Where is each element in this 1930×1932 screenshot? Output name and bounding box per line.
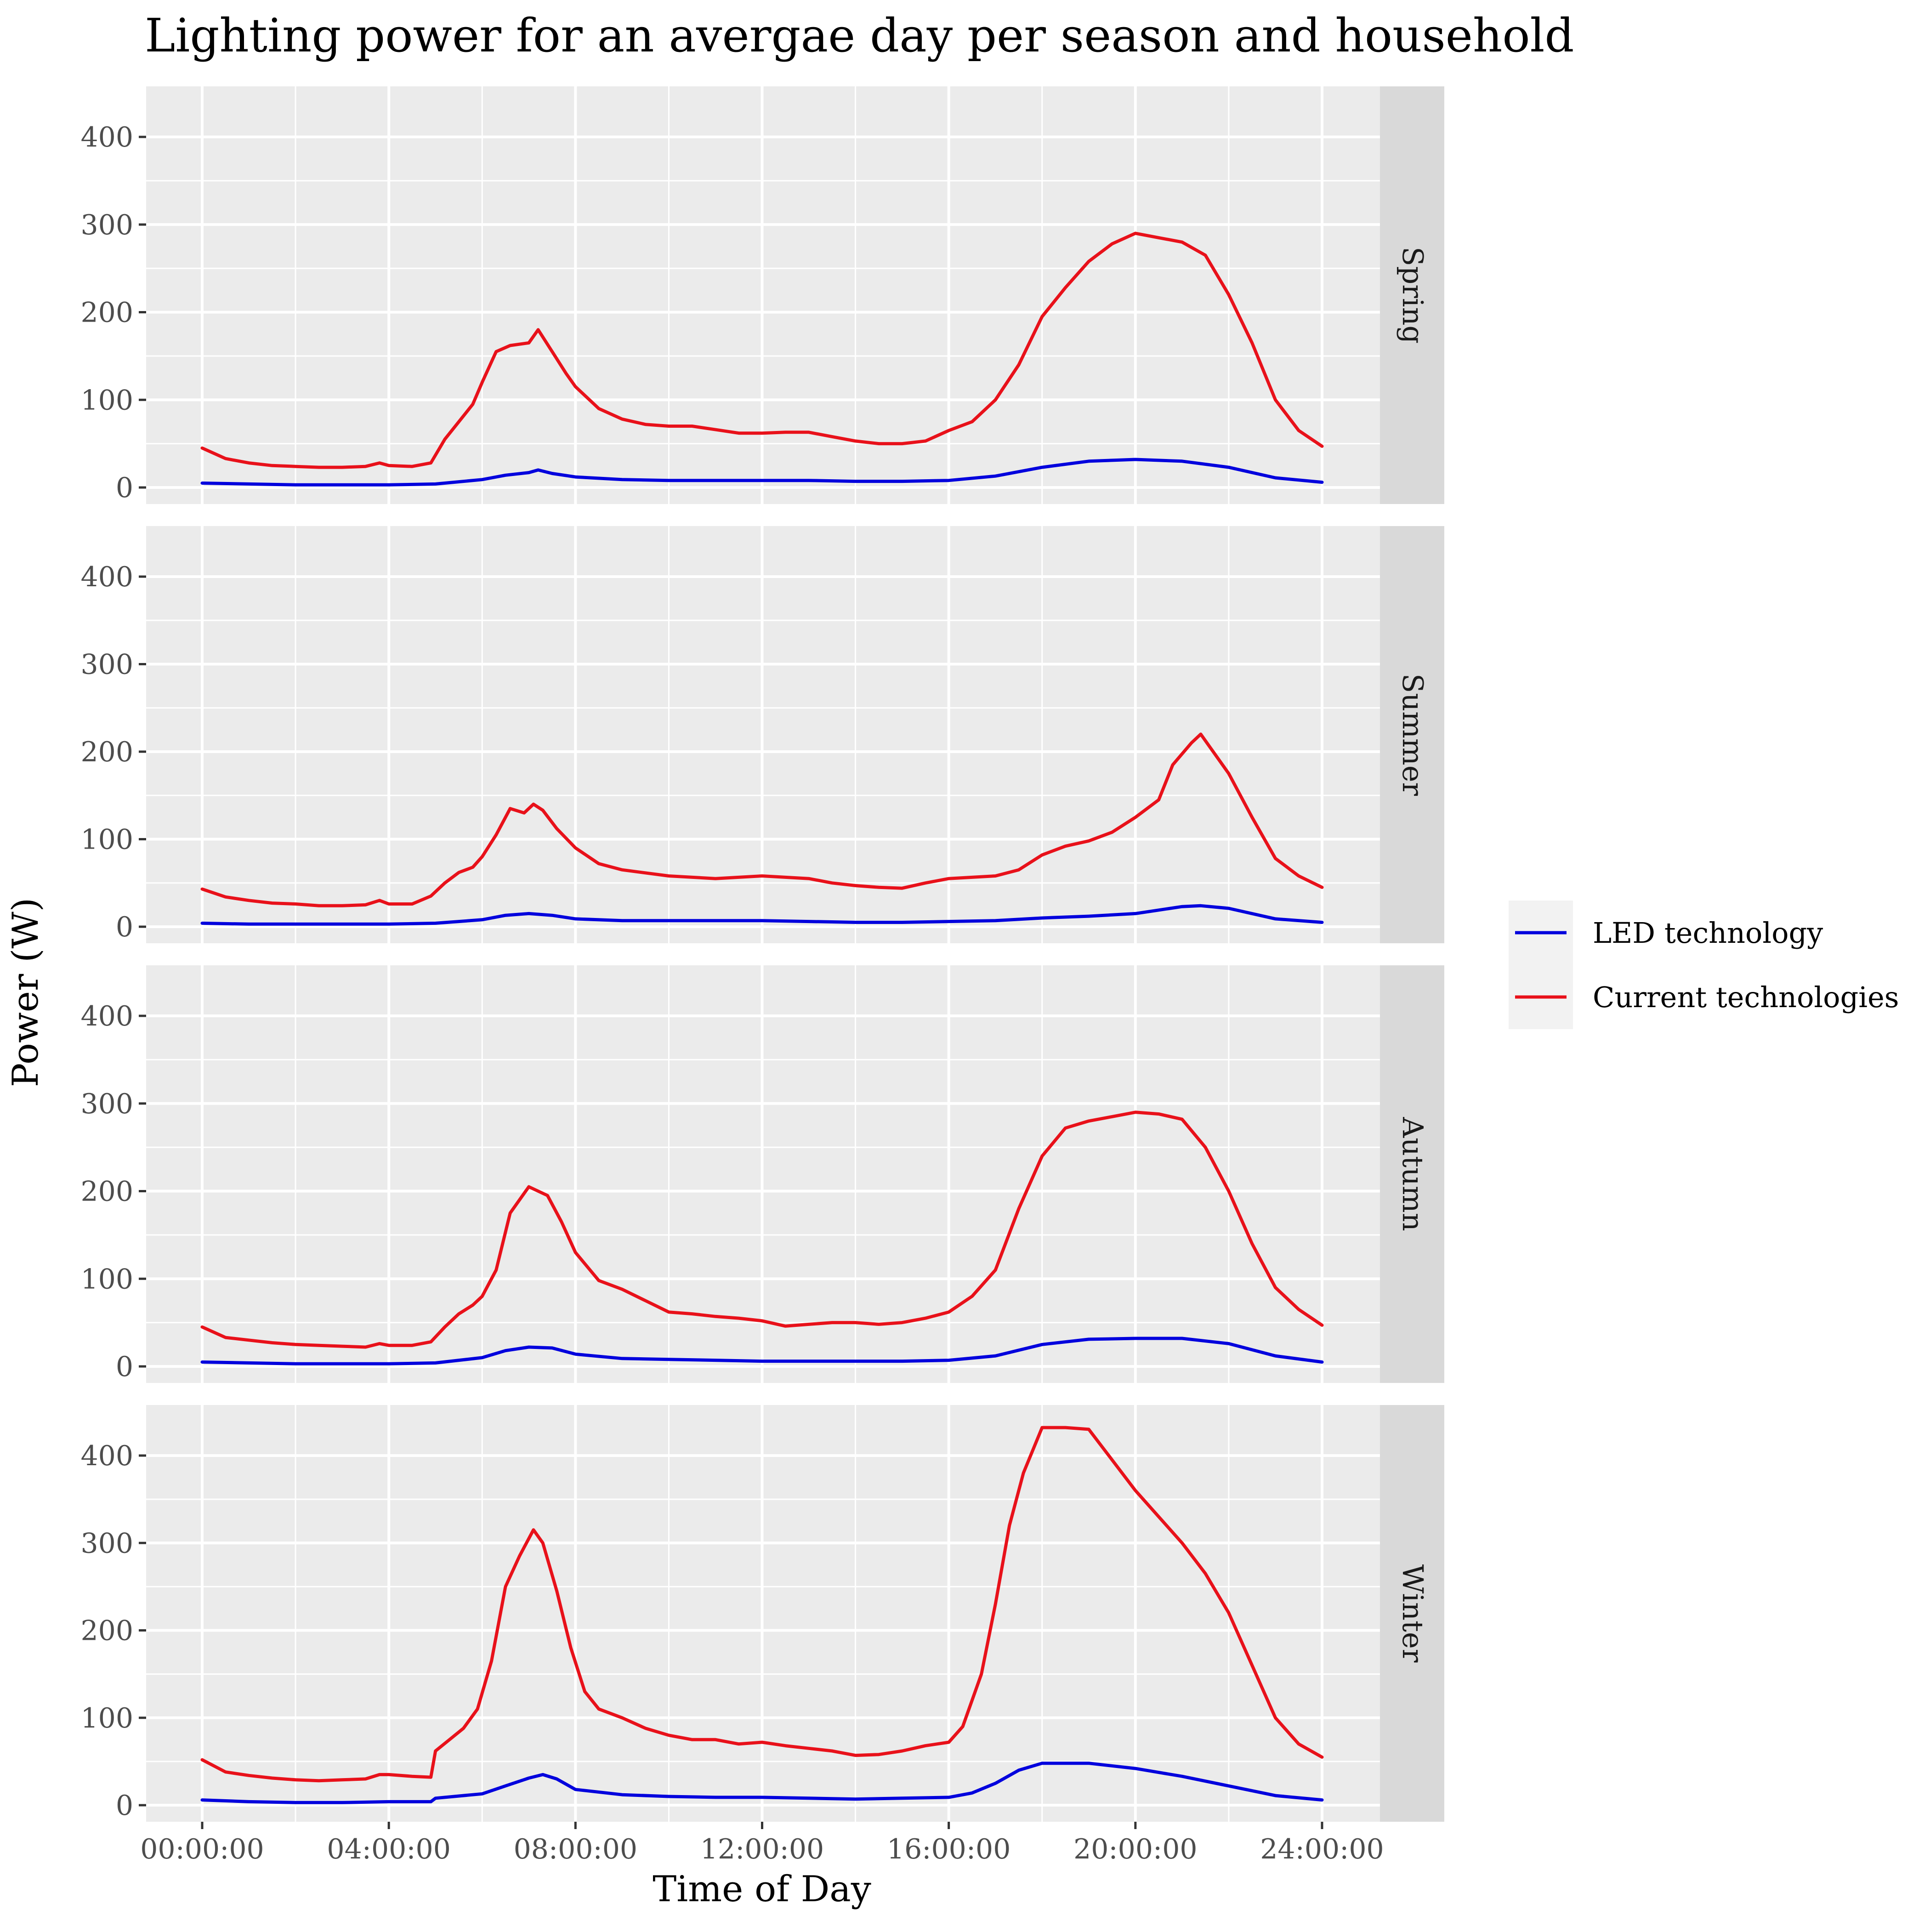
y-tick-label: 100	[80, 824, 133, 856]
legend-label: LED technology	[1593, 916, 1823, 950]
y-tick-label: 200	[80, 736, 133, 768]
y-tick-label: 0	[116, 472, 133, 504]
y-tick-label: 0	[116, 1790, 133, 1822]
x-tick-label: 16:00:00	[887, 1833, 1010, 1865]
facet-strip-label: Autumn	[1396, 1116, 1430, 1231]
y-tick-label: 300	[80, 1527, 133, 1559]
y-tick-label: 300	[80, 1088, 133, 1120]
series-line-led-technology	[200, 1762, 1324, 1804]
x-tick-label: 20:00:00	[1073, 1833, 1197, 1865]
y-axis-title: Power (W)	[5, 898, 46, 1087]
series-line-current-technologies	[200, 732, 1324, 907]
panel-summer: 0 100 200 300 400 Summer	[80, 526, 1444, 943]
x-tick-label: 08:00:00	[514, 1833, 637, 1865]
series-line-current-technologies	[200, 1110, 1324, 1349]
y-tick-label: 200	[80, 1615, 133, 1647]
y-tick-label: 300	[80, 649, 133, 681]
y-tick-label: 100	[80, 1263, 133, 1295]
panels-group: 0 100 200 300 400 Spring 0 100 200 300 400 Summer 0 1…	[80, 86, 1444, 1822]
x-tick-label: 04:00:00	[327, 1833, 450, 1865]
x-axis-title: Time of Day	[653, 1869, 871, 1910]
y-tick-label: 400	[80, 1000, 133, 1032]
panel-spring: 0 100 200 300 400 Spring	[80, 86, 1444, 504]
facet-strip	[1380, 965, 1444, 1383]
facet-strip-label: Spring	[1396, 247, 1430, 344]
y-tick-label: 200	[80, 297, 133, 329]
facet-strip-label: Winter	[1396, 1564, 1430, 1663]
y-tick-label: 100	[80, 1702, 133, 1734]
y-tick-label: 200	[80, 1176, 133, 1208]
y-tick-label: 400	[80, 1440, 133, 1472]
x-tick-label: 00:00:00	[140, 1833, 264, 1865]
series-line-current-technologies	[200, 232, 1324, 469]
x-axis: 00:00:00 04:00:00 08:00:00 12:00:00 16:00:00…	[140, 1822, 1384, 1865]
panel-autumn: 0 100 200 300 400 Autumn	[80, 965, 1444, 1383]
series-line-led-technology	[200, 458, 1324, 487]
series-line-led-technology	[200, 1337, 1324, 1365]
y-tick-label: 400	[80, 121, 133, 153]
y-tick-label: 100	[80, 384, 133, 416]
x-tick-label: 12:00:00	[700, 1833, 824, 1865]
legend: LED technology Current technologies	[1509, 901, 1899, 1029]
y-tick-label: 400	[80, 561, 133, 593]
series-line-led-technology	[200, 904, 1324, 926]
y-tick-label: 0	[116, 1351, 133, 1383]
series-line-current-technologies	[200, 1426, 1324, 1783]
x-tick-label: 24:00:00	[1260, 1833, 1384, 1865]
legend-label: Current technologies	[1593, 980, 1899, 1014]
facet-strip	[1380, 526, 1444, 943]
y-tick-label: 0	[116, 911, 133, 943]
panel-winter: 0 100 200 300 400 Winter	[80, 1405, 1444, 1822]
y-tick-label: 300	[80, 209, 133, 241]
facet-strip	[1380, 86, 1444, 504]
facet-strip	[1380, 1405, 1444, 1822]
chart-title: Lighting power for an avergae day per se…	[145, 9, 1574, 62]
facet-strip-label: Summer	[1396, 674, 1430, 796]
